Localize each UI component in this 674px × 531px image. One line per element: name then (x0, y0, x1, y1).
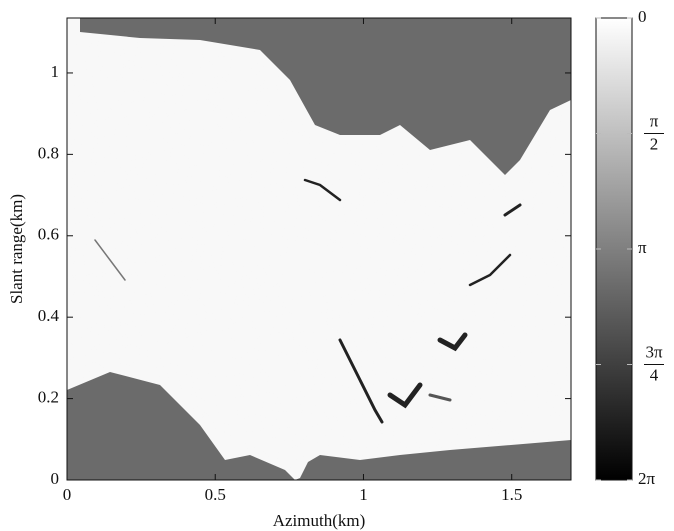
y-tick-label: 0.2 (38, 387, 59, 406)
y-axis-label: Slant range(km) (7, 194, 26, 304)
colorbar-tick-label: 3π 4 (645, 342, 663, 384)
colorbar-tick-label: 0 (638, 7, 647, 26)
colorbar-tick-label: π (638, 238, 647, 257)
colorbar (595, 17, 633, 481)
x-tick-label: 1.5 (501, 485, 522, 504)
y-tick-label: 1 (51, 62, 60, 81)
y-tick-label: 0.8 (38, 143, 59, 162)
x-axis-label: Azimuth(km) (273, 511, 366, 530)
y-tick-label: 0.4 (38, 306, 60, 325)
plot-frame (66, 17, 572, 481)
y-tick-label: 0.6 (38, 225, 59, 244)
x-tick-label: 0.5 (205, 485, 226, 504)
y-tick-label: 0 (51, 469, 60, 488)
x-tick-label: 0 (63, 485, 72, 504)
colorbar-tick-label: 2π (638, 469, 656, 488)
x-tick-label: 1 (359, 485, 368, 504)
phase-image (67, 18, 571, 480)
